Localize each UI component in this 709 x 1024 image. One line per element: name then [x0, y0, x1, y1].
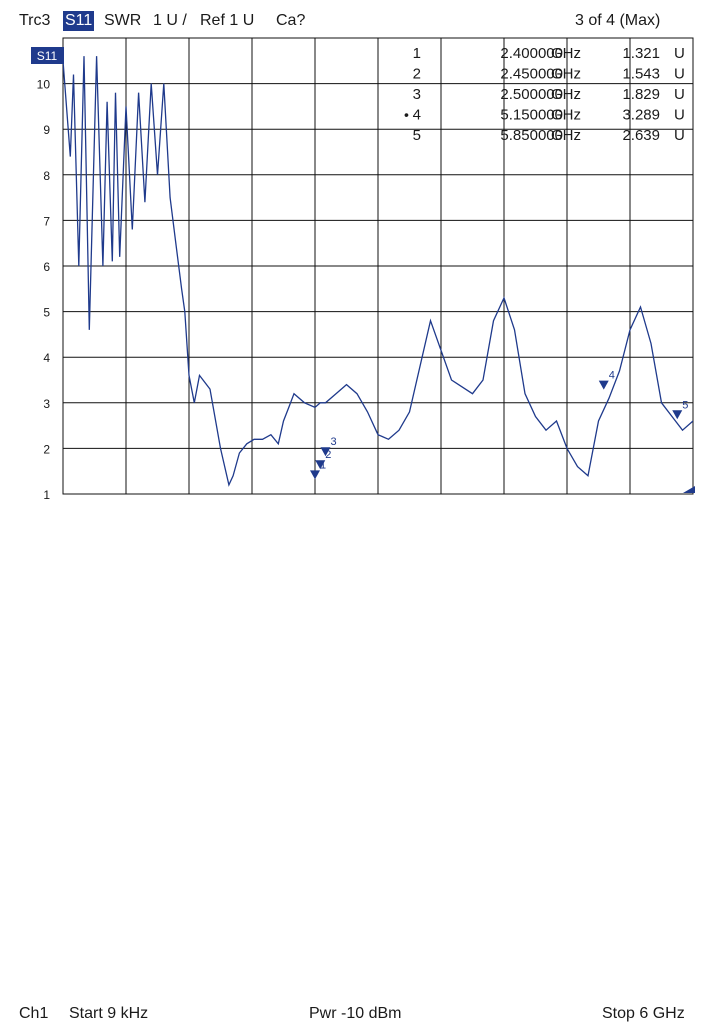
- reference-label[interactable]: Ref 1 U: [200, 12, 255, 29]
- y-tick-label: 10: [37, 78, 51, 92]
- y-tick-label: 4: [43, 351, 50, 365]
- trace-name[interactable]: Trc3: [19, 12, 51, 29]
- plot-grid: [62, 37, 694, 495]
- marker-value-unit: U: [674, 45, 685, 62]
- y-tick-label: 1: [43, 488, 50, 502]
- y-tick-label: 6: [43, 260, 50, 274]
- y-tick-label: 8: [43, 169, 50, 183]
- marker-frequency: 5.850000: [500, 127, 563, 144]
- trace-layer: [63, 56, 693, 487]
- start-frequency[interactable]: Start 9 kHz: [69, 1005, 149, 1022]
- marker-5-triangle: [672, 410, 683, 420]
- marker-value: 1.829: [622, 86, 660, 103]
- marker-5-label: 5: [682, 399, 688, 411]
- calibration-status: Ca?: [276, 12, 306, 29]
- marker-frequency: 2.400000: [500, 45, 563, 62]
- marker-value-unit: U: [674, 107, 685, 124]
- marker-value: 1.543: [622, 66, 660, 83]
- marker-frequency-unit: GHz: [551, 107, 581, 124]
- marker-value: 1.321: [622, 45, 660, 62]
- marker-number: 2: [413, 66, 421, 83]
- marker-frequency: 2.450000: [500, 66, 563, 83]
- scale-label[interactable]: 1 U /: [153, 12, 187, 29]
- trace-label: S11: [37, 49, 58, 63]
- swr-trace: [63, 56, 693, 487]
- max-marker-label: 3 of 4 (Max): [575, 12, 661, 29]
- marker-2-triangle: [315, 460, 326, 470]
- marker-frequency: 5.150000: [500, 107, 563, 124]
- marker-frequency-unit: GHz: [551, 66, 581, 83]
- marker-4-label: 4: [609, 370, 615, 382]
- marker-number: 3: [413, 86, 421, 103]
- chart-footer: Ch1 Start 9 kHz Pwr -10 dBm Stop 6 GHz: [0, 500, 709, 1022]
- stop-edge-icon: [683, 486, 695, 493]
- marker-frequency: 2.500000: [500, 86, 563, 103]
- y-tick-label: 3: [43, 397, 50, 411]
- marker-value-unit: U: [674, 66, 685, 83]
- y-tick-label: 9: [43, 123, 50, 137]
- marker-number: 4: [413, 107, 421, 124]
- channel-label[interactable]: Ch1: [19, 1005, 49, 1022]
- y-axis-ticks: 1 2 3 4 5 6 7 8 9 10 S11: [31, 47, 64, 502]
- format-label[interactable]: SWR: [104, 12, 142, 29]
- marker-number: 1: [413, 45, 421, 62]
- parameter-badge[interactable]: S11: [63, 11, 95, 31]
- markers-layer: 123 4 5: [310, 370, 695, 493]
- marker-frequency-unit: GHz: [551, 45, 581, 62]
- marker-3-triangle: [320, 447, 331, 457]
- chart-header: Trc3 S11 SWR 1 U / Ref 1 U Ca? 3 of 4 (M…: [0, 0, 709, 31]
- stop-frequency[interactable]: Stop 6 GHz: [602, 1005, 685, 1022]
- marker-3-label: 3: [331, 436, 337, 448]
- marker-value: 2.639: [622, 127, 660, 144]
- marker-value: 3.289: [622, 107, 660, 124]
- marker-frequency-unit: GHz: [551, 127, 581, 144]
- power-level[interactable]: Pwr -10 dBm: [309, 1005, 402, 1022]
- y-tick-label: 2: [43, 442, 50, 456]
- active-marker-dot: •: [404, 107, 409, 123]
- marker-value-unit: U: [674, 127, 685, 144]
- y-tick-label: 7: [43, 214, 50, 228]
- marker-frequency-unit: GHz: [551, 86, 581, 103]
- marker-1-triangle: [310, 470, 320, 480]
- marker-2-label: 2: [325, 449, 331, 461]
- marker-value-unit: U: [674, 86, 685, 103]
- marker-4-triangle: [598, 380, 609, 390]
- y-tick-label: 5: [43, 306, 50, 320]
- marker-1-label: 1: [320, 459, 326, 471]
- trace-label-box: [31, 47, 64, 64]
- marker-number: 5: [413, 127, 421, 144]
